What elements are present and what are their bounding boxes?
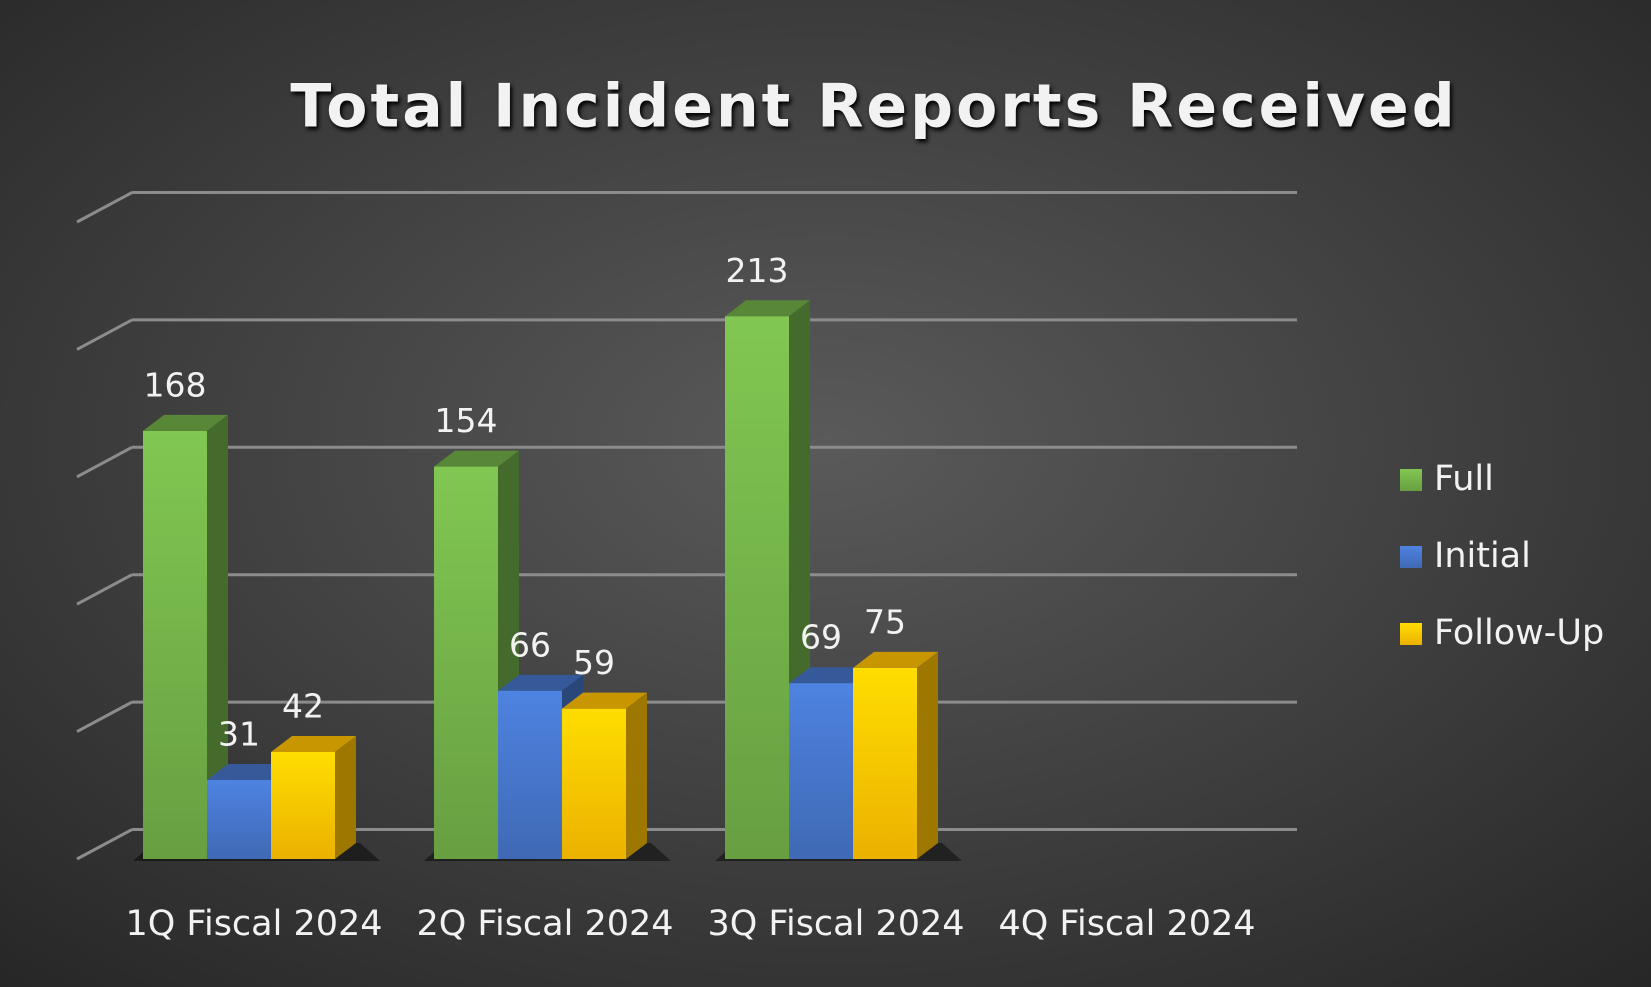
legend-label: Initial bbox=[1434, 536, 1531, 576]
bar-top bbox=[434, 450, 519, 467]
bar bbox=[434, 450, 519, 859]
grid-line-side bbox=[76, 828, 133, 861]
chart-title: Total Incident Reports Received bbox=[290, 72, 1457, 142]
bar-front bbox=[789, 683, 853, 859]
bar-top bbox=[853, 651, 938, 668]
grid-line bbox=[76, 700, 1297, 733]
bar bbox=[562, 692, 647, 859]
grid-line bbox=[76, 445, 1297, 479]
data-label: 213 bbox=[726, 251, 789, 290]
bar-side bbox=[917, 651, 938, 859]
data-label: 31 bbox=[218, 715, 260, 754]
legend-swatch bbox=[1400, 623, 1422, 645]
bar-top bbox=[789, 667, 874, 684]
bar-front bbox=[207, 780, 271, 859]
bar-top bbox=[498, 674, 583, 691]
bar-front bbox=[725, 316, 789, 859]
bar-top bbox=[271, 735, 356, 752]
legend-label: Follow-Up bbox=[1434, 613, 1604, 653]
grid-line bbox=[76, 191, 1297, 224]
grid-line bbox=[76, 573, 1297, 606]
grid-line-side bbox=[76, 700, 133, 733]
bar bbox=[725, 300, 810, 859]
bar-front bbox=[143, 430, 207, 859]
data-label: 42 bbox=[282, 686, 324, 725]
bar-front bbox=[498, 690, 562, 859]
data-label: 154 bbox=[435, 401, 498, 440]
x-tick-label: 1Q Fiscal 2024 bbox=[125, 904, 382, 944]
grid-line-side bbox=[76, 445, 133, 479]
bar-front bbox=[434, 466, 498, 859]
data-label: 69 bbox=[800, 618, 842, 657]
bar bbox=[853, 651, 938, 859]
bar bbox=[143, 414, 228, 859]
data-label: 168 bbox=[144, 365, 207, 404]
legend-label: Full bbox=[1434, 459, 1494, 499]
x-tick-label: 4Q Fiscal 2024 bbox=[998, 904, 1255, 944]
bar-front bbox=[853, 667, 917, 859]
grid-line-side bbox=[76, 191, 133, 224]
grid-line bbox=[76, 318, 1297, 351]
bar-side bbox=[626, 692, 647, 859]
x-tick-label: 3Q Fiscal 2024 bbox=[707, 904, 964, 944]
x-tick-label: 2Q Fiscal 2024 bbox=[416, 904, 673, 944]
data-label: 59 bbox=[573, 643, 615, 682]
bar-side bbox=[335, 735, 356, 859]
grid-line-side bbox=[76, 573, 133, 606]
data-label: 66 bbox=[509, 625, 551, 664]
bar-front bbox=[562, 708, 626, 859]
bar-top bbox=[562, 692, 647, 709]
bar-front bbox=[271, 751, 335, 859]
bar-top bbox=[143, 414, 228, 431]
legend-swatch bbox=[1400, 546, 1422, 568]
bar-side bbox=[207, 414, 228, 859]
legend-swatch bbox=[1400, 469, 1422, 491]
data-label: 75 bbox=[864, 602, 906, 641]
grid-line-side bbox=[76, 318, 133, 351]
bar-top bbox=[725, 300, 810, 317]
bar-top bbox=[207, 764, 292, 781]
bar bbox=[271, 735, 356, 859]
